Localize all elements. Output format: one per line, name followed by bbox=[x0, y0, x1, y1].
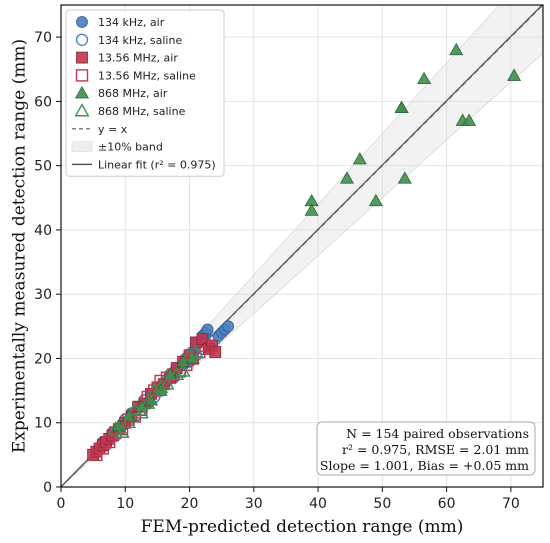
legend-item: y = x bbox=[72, 123, 128, 136]
legend-label: 868 MHz, air bbox=[98, 87, 168, 100]
x-tick-label: 30 bbox=[245, 496, 263, 512]
legend-marker bbox=[74, 86, 90, 99]
plot-frame bbox=[60, 4, 544, 488]
legend-label: 13.56 MHz, saline bbox=[98, 69, 196, 82]
data-point bbox=[176, 354, 191, 367]
legend-item: ±10% band bbox=[71, 141, 163, 154]
data-point bbox=[199, 339, 212, 352]
legend-marker bbox=[74, 103, 90, 117]
y-tick-label: 70 bbox=[34, 30, 52, 46]
data-point bbox=[188, 344, 204, 358]
x-tick-label: 40 bbox=[309, 496, 327, 512]
y-axis-ticks: 0 10 20 30 40 50 60 70 bbox=[34, 30, 61, 496]
legend-label: 868 MHz, saline bbox=[98, 105, 186, 118]
legend-item: 868 MHz, saline bbox=[74, 103, 186, 118]
data-point bbox=[114, 424, 130, 438]
data-point bbox=[192, 345, 206, 359]
data-point bbox=[146, 382, 162, 397]
y-tick-label: 60 bbox=[34, 94, 52, 110]
x-tick-label: 20 bbox=[181, 496, 199, 512]
stats-box bbox=[316, 421, 536, 476]
data-point bbox=[397, 171, 412, 184]
legend-marker bbox=[76, 51, 88, 64]
data-point bbox=[462, 113, 477, 126]
y-tick-label: 0 bbox=[43, 480, 52, 496]
legend-marker bbox=[76, 16, 88, 28]
legend-box bbox=[65, 9, 225, 177]
data-point bbox=[90, 448, 103, 462]
x-axis-ticks: 0 10 20 30 40 50 60 70 bbox=[57, 487, 520, 512]
x-axis-title: FEM-predicted detection range (mm) bbox=[141, 517, 464, 537]
data-point bbox=[127, 402, 143, 416]
data-point bbox=[143, 393, 158, 406]
data-point bbox=[417, 71, 432, 85]
data-point bbox=[96, 442, 109, 455]
stats-line: r² = 0.975, RMSE = 2.01 mm bbox=[342, 442, 529, 457]
stats-line: N = 154 paired observations bbox=[346, 426, 529, 441]
x-tick-label: 60 bbox=[438, 496, 456, 512]
data-point bbox=[102, 435, 116, 449]
x-tick-label: 10 bbox=[116, 496, 134, 512]
data-point bbox=[140, 395, 156, 409]
series-triangle-open bbox=[108, 344, 204, 438]
x-tick-label: 50 bbox=[373, 496, 391, 512]
grid-lines bbox=[60, 5, 543, 488]
data-point bbox=[368, 193, 383, 207]
data-point bbox=[304, 203, 319, 216]
legend-label: 134 kHz, saline bbox=[98, 34, 182, 47]
legend-marker bbox=[75, 33, 89, 46]
data-point bbox=[394, 100, 409, 113]
data-point bbox=[507, 68, 522, 81]
legend-item: 868 MHz, air bbox=[74, 86, 168, 100]
data-point bbox=[159, 376, 175, 390]
data-point bbox=[222, 320, 234, 333]
y-tick-label: 30 bbox=[34, 287, 52, 303]
y-tick-label: 50 bbox=[34, 159, 52, 175]
legend-label: Linear fit (r² = 0.975) bbox=[98, 158, 216, 171]
legend-item: 13.56 MHz, saline bbox=[75, 69, 196, 82]
y-axis-title: Experimentally measured detection range … bbox=[10, 39, 30, 453]
x-tick-label: 70 bbox=[502, 496, 520, 512]
data-point bbox=[153, 379, 169, 393]
legend-label: ±10% band bbox=[98, 141, 163, 154]
stats-line: Slope = 1.001, Bias = +0.05 mm bbox=[320, 458, 529, 473]
y-tick-label: 40 bbox=[34, 223, 52, 239]
data-point bbox=[182, 347, 198, 361]
legend-label: y = x bbox=[98, 123, 128, 136]
data-points bbox=[87, 42, 522, 462]
data-point bbox=[196, 333, 209, 346]
data-point bbox=[352, 152, 367, 165]
y-tick-label: 20 bbox=[34, 351, 52, 367]
y-tick-label: 10 bbox=[34, 416, 52, 432]
data-point bbox=[209, 346, 222, 358]
data-point bbox=[339, 171, 355, 184]
data-point bbox=[133, 405, 149, 419]
legend-item: Linear fit (r² = 0.975) bbox=[72, 158, 216, 171]
data-point bbox=[169, 366, 185, 380]
x-tick-label: 0 bbox=[57, 496, 66, 512]
legend-marker bbox=[75, 69, 89, 82]
legend: 134 kHz, air 134 kHz, saline 13.56 MHz, ai… bbox=[65, 9, 225, 177]
legend-item: 13.56 MHz, air bbox=[76, 51, 178, 65]
legend-item: 134 kHz, saline bbox=[75, 33, 182, 47]
data-point bbox=[175, 363, 191, 377]
series-triangle-filled bbox=[111, 42, 522, 432]
data-point bbox=[120, 414, 137, 429]
legend-label: 13.56 MHz, air bbox=[98, 52, 178, 65]
data-point bbox=[449, 42, 464, 56]
legend-marker bbox=[71, 141, 93, 152]
legend-label: 134 kHz, air bbox=[98, 16, 165, 29]
legend-item: 134 kHz, air bbox=[76, 16, 165, 29]
data-point bbox=[108, 421, 124, 435]
